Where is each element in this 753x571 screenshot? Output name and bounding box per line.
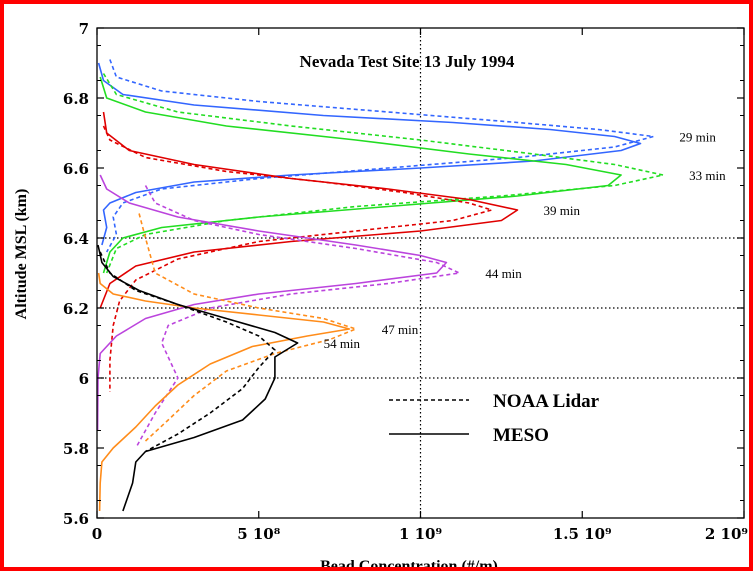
legend: NOAA Lidar MESO	[389, 391, 600, 446]
grid	[97, 28, 744, 518]
curves	[96, 59, 664, 512]
lidar-curve	[99, 251, 276, 453]
time-annotation: 29 min	[679, 130, 716, 145]
lidar-curve	[102, 125, 493, 392]
x-tick-label: 0	[92, 525, 102, 543]
ticks: 5.6 5.8 6 6.2 6.4 6.6 6.8 7 0 5 10⁸ 1 10⁹ 1.5 10⁹ 2 …	[63, 20, 748, 543]
lidar-curve	[102, 73, 664, 274]
meso-curve	[97, 244, 299, 512]
time-annotation: 44 min	[485, 266, 522, 281]
annotations: 29 min 33 min 39 min 44 min 47 min 54 min	[324, 130, 727, 352]
meso-curve	[96, 174, 448, 431]
lidar-curve	[135, 185, 461, 449]
x-tick-label: 1 10⁹	[399, 525, 442, 543]
time-annotation: 54 min	[324, 336, 361, 351]
y-tick-label: 7	[79, 20, 89, 38]
y-tick-label: 5.8	[63, 440, 89, 458]
x-tick-label: 5 10⁸	[237, 525, 281, 543]
legend-label: MESO	[493, 425, 549, 446]
lidar-curve	[138, 213, 357, 442]
time-annotation: 33 min	[689, 168, 726, 183]
time-annotation: 39 min	[544, 203, 581, 218]
x-tick-label: 1.5 10⁹	[553, 525, 612, 543]
y-tick-label: 5.6	[63, 510, 89, 528]
chart-svg: 5.6 5.8 6 6.2 6.4 6.6 6.8 7 0 5 10⁸ 1 10⁹ 1.5 10⁹ 2 …	[13, 20, 748, 567]
meso-curve	[97, 62, 642, 246]
y-tick-label: 6.8	[63, 90, 89, 108]
y-tick-label: 6.2	[63, 300, 89, 318]
y-tick-label: 6.6	[63, 160, 89, 178]
y-tick-label: 6	[79, 370, 89, 388]
x-tick-label: 2 10⁹	[705, 525, 748, 543]
chart-title: Nevada Test Site 13 July 1994	[300, 52, 515, 71]
y-tick-label: 6.4	[63, 230, 89, 248]
lidar-curve	[106, 59, 655, 253]
meso-curve	[99, 111, 519, 309]
meso-curve	[97, 272, 351, 512]
x-axis-label: Bead Concentration (#/m)	[320, 558, 498, 567]
y-axis-label: Altitude MSL (km)	[13, 189, 30, 320]
meso-curve	[99, 76, 622, 274]
time-annotation: 47 min	[382, 322, 419, 337]
legend-label: NOAA Lidar	[493, 391, 600, 412]
